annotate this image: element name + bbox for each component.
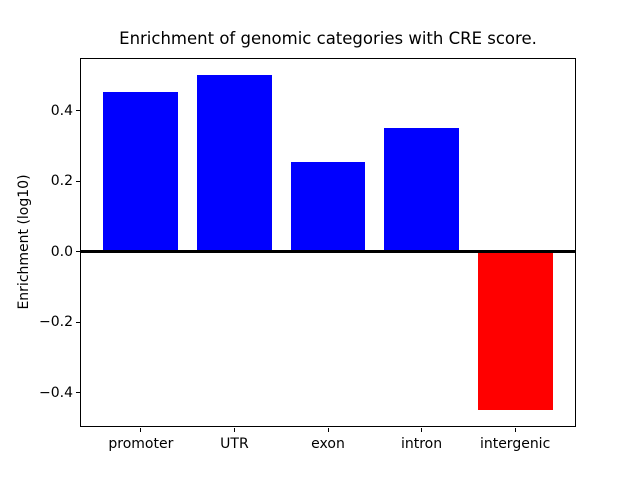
bar-UTR xyxy=(197,75,272,252)
y-tick-label: −0.4 xyxy=(39,384,73,401)
bar-exon xyxy=(290,161,366,252)
x-tick-mark xyxy=(514,428,516,432)
y-tick-label: 0.2 xyxy=(50,173,73,190)
bar-intergenic xyxy=(477,251,553,410)
y-tick-label: −0.2 xyxy=(39,314,73,331)
x-tick-mark xyxy=(327,428,329,432)
y-axis-label: Enrichment (log10) xyxy=(16,174,32,310)
x-tick-mark xyxy=(421,428,423,432)
x-tick-label-intergenic: intergenic xyxy=(479,436,551,452)
bar-promoter xyxy=(103,91,179,252)
x-tick-label-promoter: promoter xyxy=(108,436,174,452)
x-tick-mark xyxy=(140,428,142,432)
bar-intron xyxy=(384,127,459,252)
zero-line xyxy=(81,249,575,253)
x-tick-label-exon: exon xyxy=(311,436,345,452)
plot-area xyxy=(80,57,576,428)
y-tick-label: 0.0 xyxy=(50,243,73,260)
x-tick-mark xyxy=(233,428,235,432)
chart-title: Enrichment of genomic categories with CR… xyxy=(119,29,537,48)
x-tick-label-UTR: UTR xyxy=(220,436,249,452)
x-tick-label-intron: intron xyxy=(400,436,443,452)
y-tick-label: 0.4 xyxy=(50,102,73,119)
